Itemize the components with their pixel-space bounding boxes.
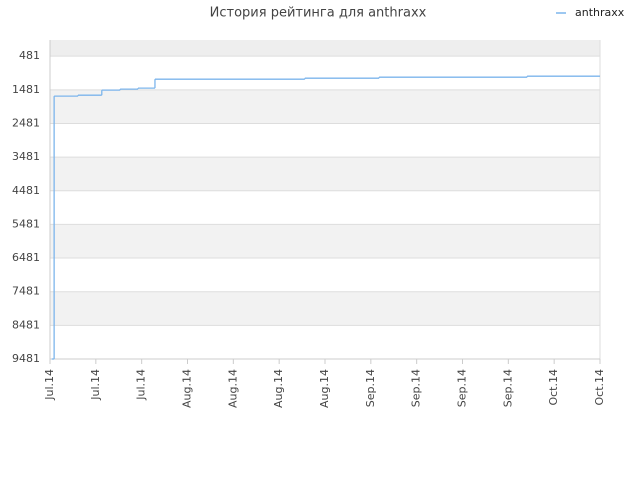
y-tick-label: 9481	[12, 352, 40, 365]
y-tick-label: 5481	[12, 217, 40, 230]
legend-label: anthraxx	[575, 6, 625, 19]
x-tick-label: Aug.14	[181, 369, 194, 408]
y-tick-label: 2481	[12, 116, 40, 129]
y-tick-label: 1481	[12, 83, 40, 96]
x-tick-label: Aug.14	[318, 369, 331, 408]
y-tick-label: 3481	[12, 150, 40, 163]
x-tick-label: Sep.14	[501, 369, 514, 407]
x-tick-label: Jul.14	[89, 369, 102, 401]
x-tick-label: Sep.14	[410, 369, 423, 407]
grid-band	[50, 291, 600, 326]
y-tick-label: 481	[19, 49, 40, 62]
y-tick-label: 6481	[12, 251, 40, 264]
grid-band	[50, 157, 600, 191]
y-tick-label: 7481	[12, 285, 40, 298]
x-tick-label: Sep.14	[456, 369, 469, 407]
x-tick-label: Oct.14	[547, 369, 560, 406]
x-tick-label: Aug.14	[272, 369, 285, 408]
grid-band	[50, 40, 600, 57]
grid-band	[50, 224, 600, 259]
grid-band	[50, 89, 600, 124]
x-tick-label: Sep.14	[364, 369, 377, 407]
y-tick-label: 8481	[12, 318, 40, 331]
x-tick-label: Jul.14	[135, 369, 148, 401]
x-tick-label: Jul.14	[43, 369, 56, 401]
x-tick-label: Oct.14	[593, 369, 606, 406]
chart-title: История рейтинга для anthraxx	[210, 6, 427, 21]
y-tick-label: 4481	[12, 184, 40, 197]
x-tick-label: Aug.14	[226, 369, 239, 408]
